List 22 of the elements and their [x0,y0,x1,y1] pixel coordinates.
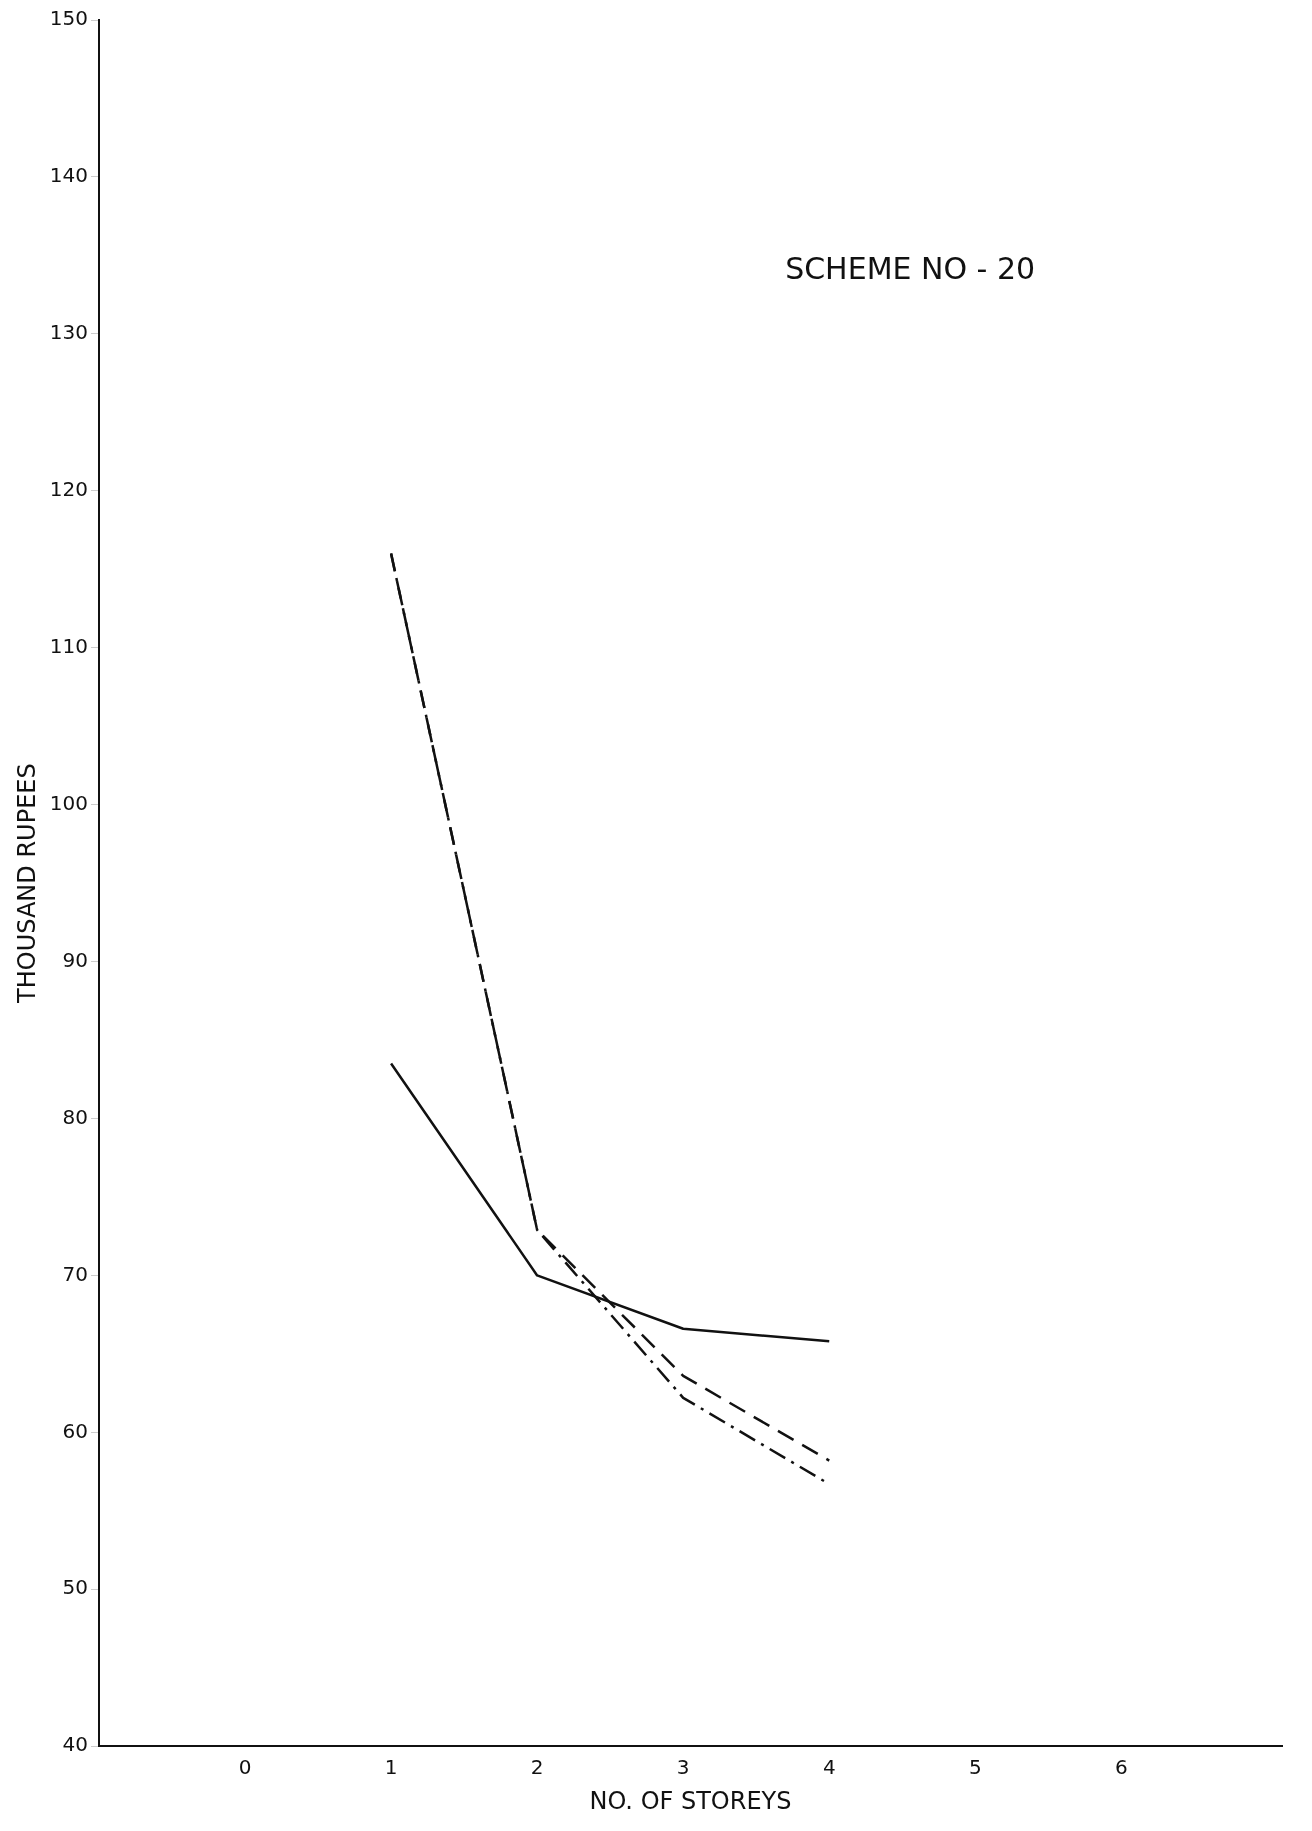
y-tick-label: 100 [49,790,88,815]
y-tick-label: 70 [62,1261,88,1286]
x-tick-label: 4 [822,1755,836,1780]
x-tick-label: 0 [238,1755,252,1780]
y-tick-label: 60 [62,1418,88,1443]
y-tick-label: 110 [49,633,88,658]
y-tick-label: 40 [62,1732,88,1757]
y-tick-label: 120 [49,476,88,501]
x-tick-label: 1 [384,1755,398,1780]
x-tick-label: 3 [676,1755,690,1780]
y-tick-label: 90 [62,947,88,972]
x-tick-label: 6 [1114,1755,1128,1780]
x-axis-title: NO. OF STOREYS [589,1786,792,1815]
x-tick-label: 2 [530,1755,544,1780]
y-axis-title: THOUSAND RUPEES [12,763,41,1004]
y-tick-label: 80 [62,1104,88,1129]
y-tick-label: 130 [49,320,88,345]
y-tick-label: 50 [62,1575,88,1600]
x-tick-label: 5 [968,1755,982,1780]
annotation: SCHEME NO - 20 [785,250,1036,286]
y-tick-label: 140 [49,163,88,188]
y-tick-label: 150 [49,6,88,31]
